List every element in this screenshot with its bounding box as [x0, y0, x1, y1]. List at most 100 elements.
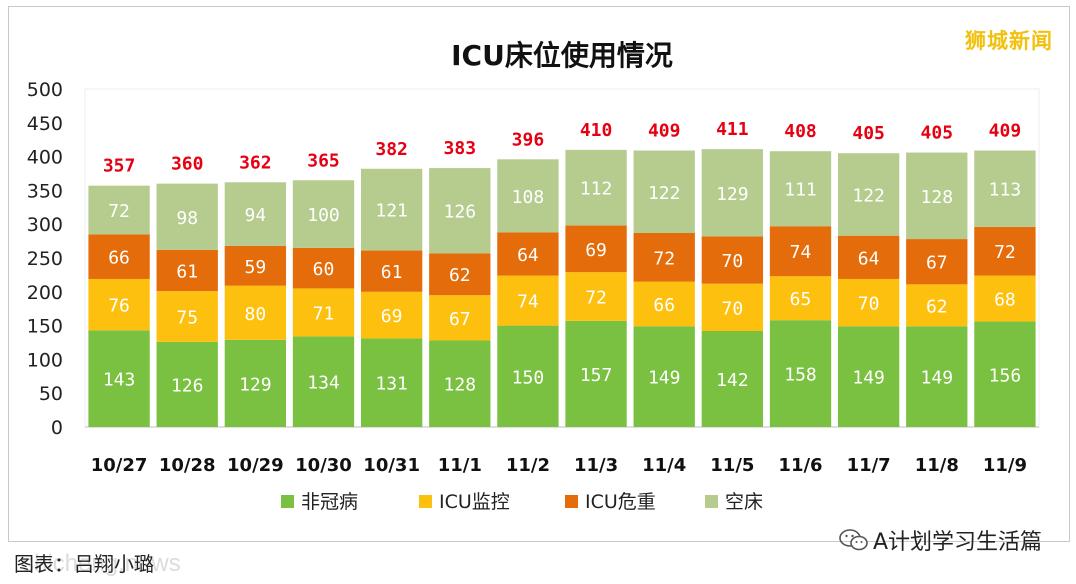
bar-value-label: 112 [580, 179, 613, 200]
legend-swatch [419, 495, 432, 508]
bar-segment [360, 291, 423, 339]
bar-value-label: 70 [722, 251, 744, 272]
bar-segment [837, 326, 900, 427]
bar-segment [360, 168, 423, 251]
bar-segment [497, 159, 559, 233]
chart-title: ICU床位使用情况 [451, 39, 673, 72]
bar-segment [565, 225, 627, 273]
bar-value-label: 121 [375, 201, 408, 222]
bar-segment [906, 326, 968, 427]
bar-value-label: 149 [921, 368, 954, 389]
bar-segment [224, 339, 287, 427]
bar-total-label: 383 [444, 138, 477, 159]
bar-value-label: 113 [989, 180, 1022, 201]
bar-total-label: 410 [580, 120, 613, 141]
bar-segment [633, 281, 695, 327]
legend-label: 非冠病 [301, 491, 358, 513]
bar-segment [565, 149, 627, 226]
bar-segment [769, 276, 832, 321]
bar-value-label: 108 [512, 187, 545, 208]
bar-value-label: 129 [239, 374, 272, 395]
bar-value-label: 64 [517, 245, 539, 266]
bar-total-label: 362 [239, 152, 272, 173]
bar-value-label: 61 [381, 262, 403, 283]
bar-segment [156, 341, 218, 427]
bar-value-label: 69 [381, 306, 403, 327]
bar-segment [156, 249, 218, 292]
bar-segment [429, 340, 491, 427]
x-tick-label: 10/28 [159, 455, 216, 476]
y-tick-label: 250 [27, 248, 63, 270]
x-tick-label: 11/9 [983, 455, 1027, 476]
bar-segment [429, 168, 491, 254]
bar-value-label: 61 [176, 262, 198, 283]
bar-total-label: 409 [648, 121, 681, 142]
y-tick-label: 500 [27, 79, 63, 101]
bar-value-label: 129 [716, 184, 749, 205]
y-tick-label: 100 [27, 349, 63, 371]
bar-total-label: 411 [716, 119, 749, 140]
bar-value-label: 75 [176, 307, 198, 328]
bar-total-label: 405 [921, 123, 954, 144]
bar-segment [701, 331, 764, 427]
bar-segment [701, 236, 764, 284]
x-tick-label: 10/30 [295, 455, 352, 476]
bar-segment [701, 283, 764, 332]
x-tick-label: 11/2 [506, 455, 550, 476]
bar-segment [974, 275, 1036, 322]
bar-segment [156, 183, 218, 250]
bar-value-label: 128 [444, 375, 477, 396]
bar-segment [974, 150, 1036, 227]
bar-value-label: 156 [989, 365, 1022, 386]
y-tick-label: 400 [27, 147, 63, 169]
legend-swatch [705, 495, 718, 508]
site-watermark: shicheng.news [22, 550, 181, 577]
bar-value-label: 60 [313, 259, 335, 280]
bar-segment [906, 284, 968, 327]
bar-value-label: 149 [648, 368, 681, 389]
chart-frame: ICU床位使用情况 0 50 100 150 200 250 300 350 400 450 500 1… [8, 6, 1070, 542]
bar-value-label: 62 [926, 296, 948, 317]
bar-value-label: 131 [375, 374, 408, 395]
bar-segment [769, 320, 832, 427]
x-tick-label: 11/6 [778, 455, 822, 476]
brand-logo: 狮城新闻 [965, 29, 1053, 53]
bar-value-label: 71 [313, 303, 335, 324]
bar-segment [837, 153, 900, 236]
bar-value-label: 70 [722, 298, 744, 319]
bar-segment [429, 253, 491, 296]
bar-segment [701, 149, 764, 237]
bar-value-label: 80 [245, 304, 267, 325]
bar-total-label: 382 [375, 139, 408, 160]
bar-value-label: 126 [444, 202, 477, 223]
bar-segment [88, 330, 150, 427]
bar-segment [88, 278, 150, 331]
legend-swatch [565, 495, 578, 508]
x-tick-label: 10/27 [91, 455, 148, 476]
bar-segment [497, 275, 559, 326]
bar-segment [224, 285, 287, 340]
legend-label: ICU监控 [439, 491, 510, 513]
bar-segment [497, 325, 559, 427]
bar-segment [360, 338, 423, 427]
wechat-icon [839, 529, 868, 551]
bar-value-label: 76 [108, 296, 130, 317]
x-tick-label: 11/8 [915, 455, 959, 476]
bar-segment [769, 151, 832, 227]
bar-segment [292, 180, 355, 248]
stacked-bar-chart: ICU床位使用情况 0 50 100 150 200 250 300 350 400 450 500 1… [27, 39, 1040, 513]
bar-segment [633, 232, 695, 282]
bar-segment [565, 272, 627, 321]
bar-total-label: 409 [989, 121, 1022, 142]
bar-value-label: 62 [449, 265, 471, 286]
bar-value-label: 64 [858, 248, 880, 269]
bar-value-label: 74 [790, 242, 812, 263]
legend-swatch [281, 495, 294, 508]
bar-value-label: 69 [585, 240, 607, 261]
bar-segment [633, 150, 695, 233]
bar-value-label: 158 [784, 365, 817, 386]
bar-total-label: 365 [307, 150, 340, 171]
bar-segment [837, 235, 900, 279]
bar-value-label: 74 [517, 292, 539, 313]
bar-value-label: 150 [512, 367, 545, 388]
